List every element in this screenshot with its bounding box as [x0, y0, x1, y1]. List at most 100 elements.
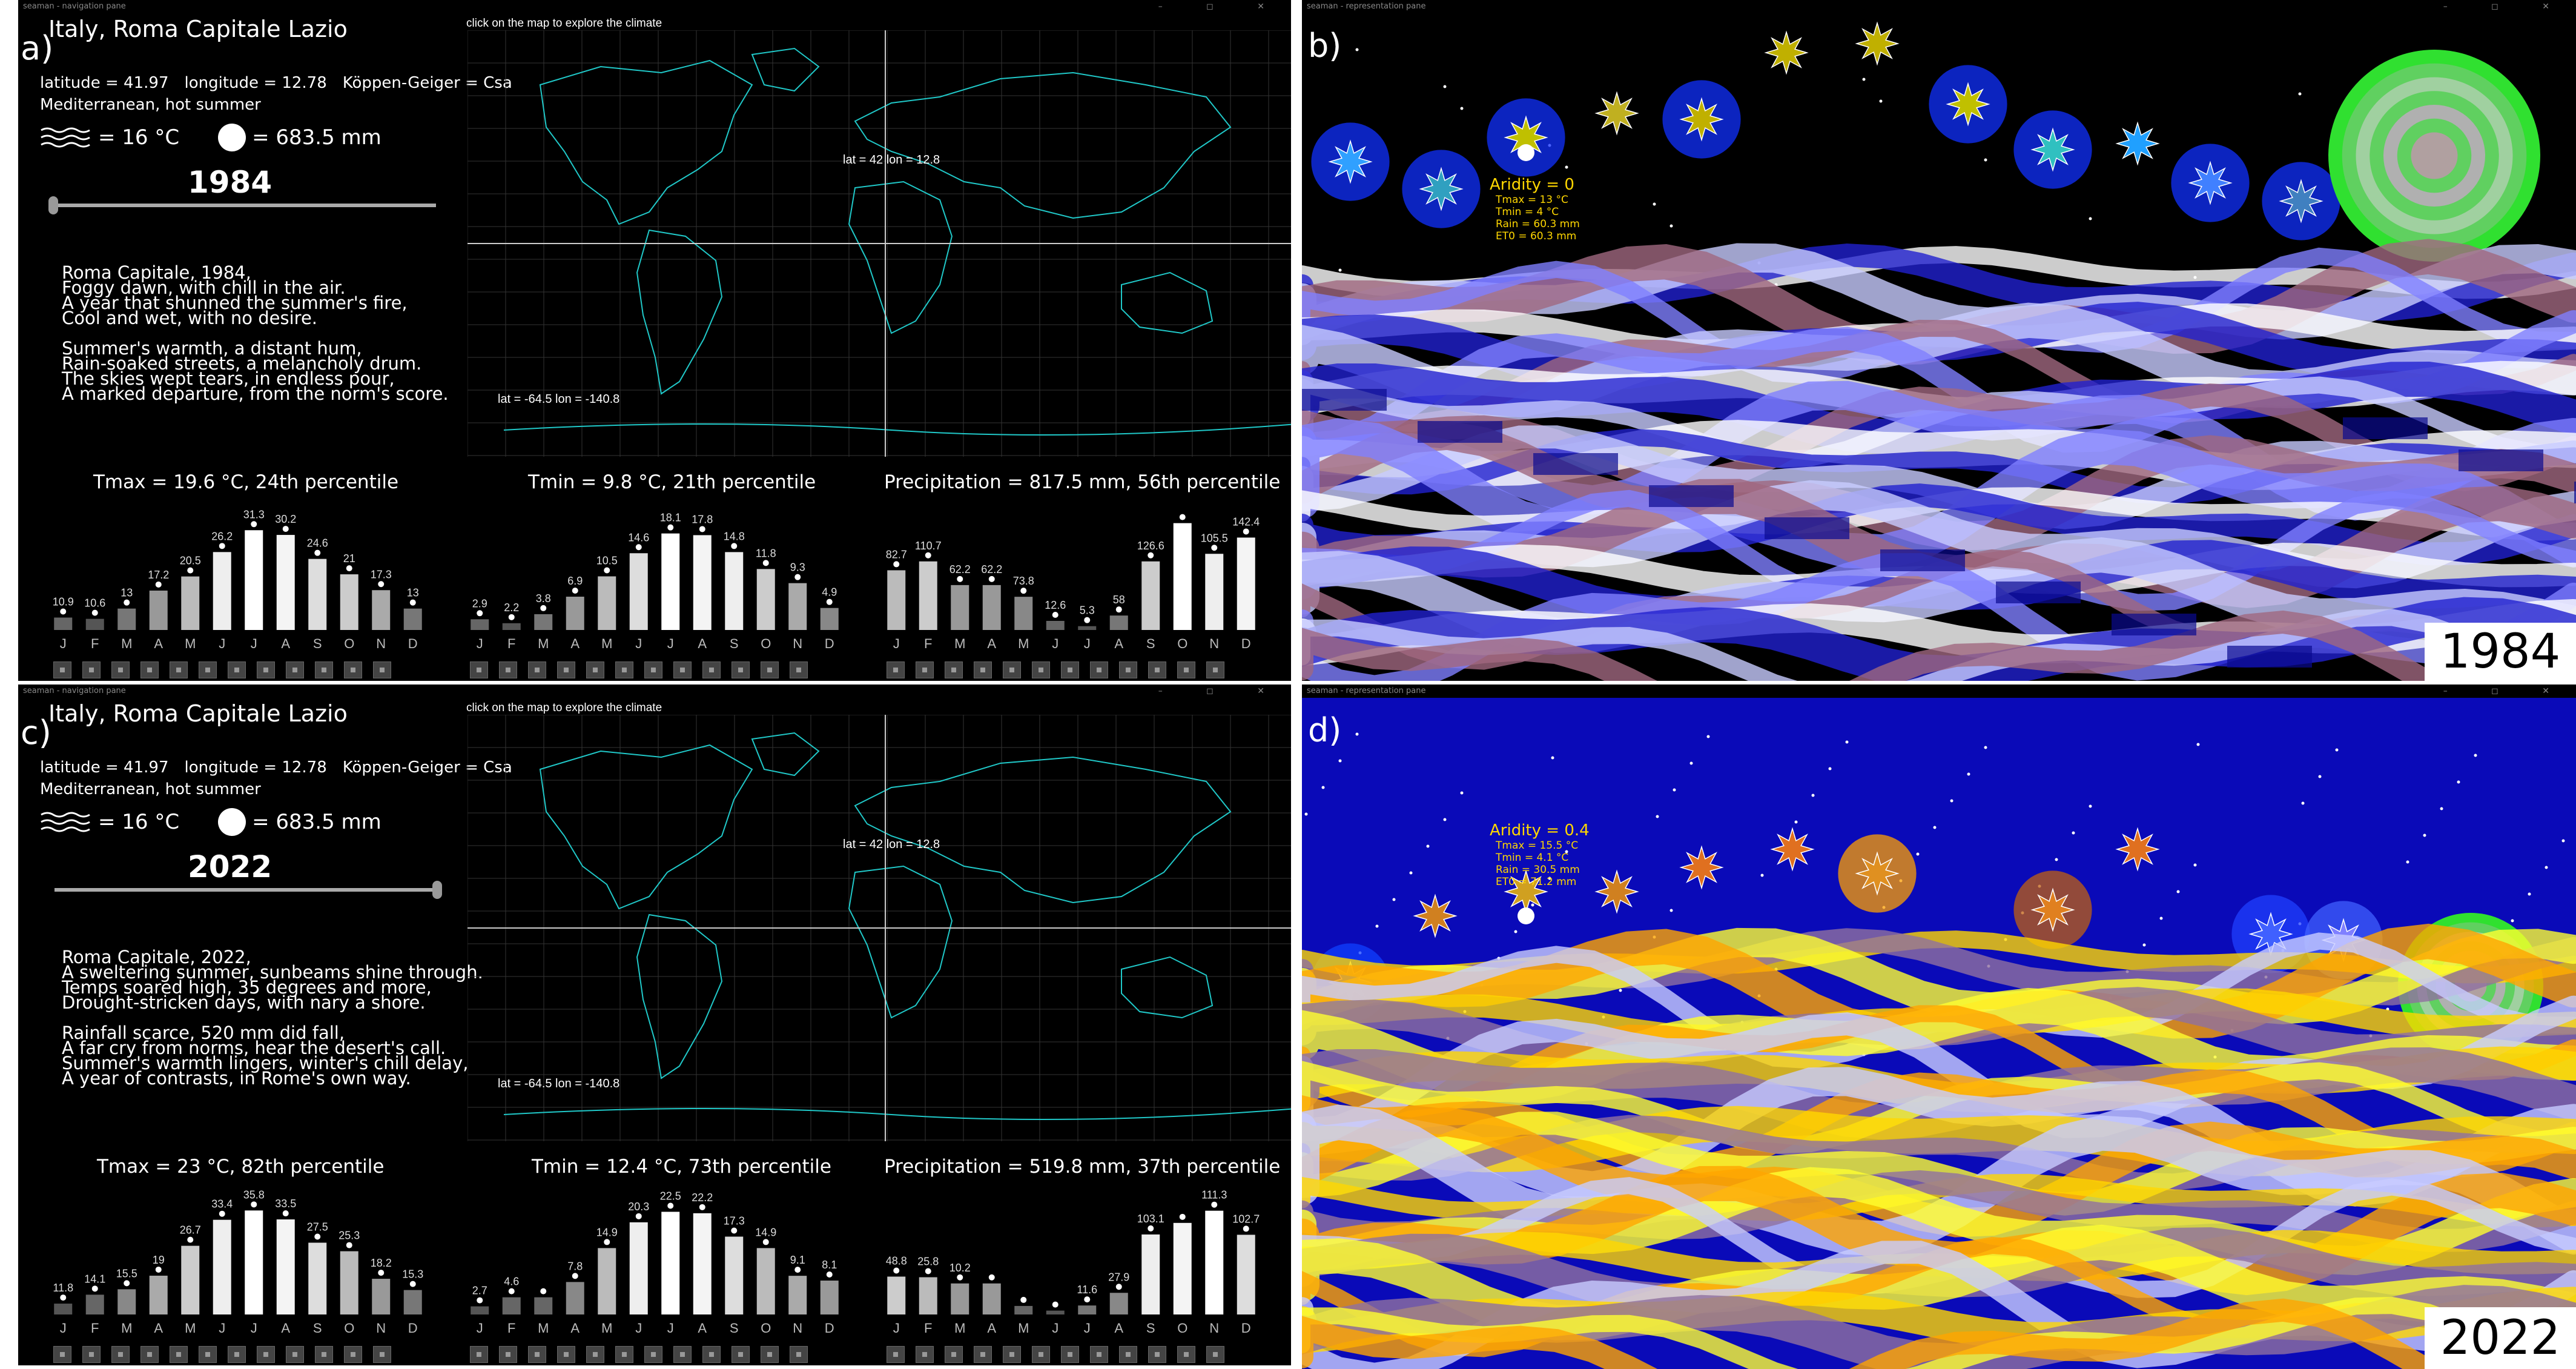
month-button-5[interactable] — [615, 1346, 633, 1363]
window-controls[interactable]: – ◻ ✕ — [1158, 686, 1285, 696]
year-slider[interactable] — [48, 196, 436, 214]
month-button-6[interactable] — [228, 661, 246, 678]
month-button-2[interactable] — [528, 661, 546, 678]
month-buttons-tmin[interactable] — [470, 1346, 819, 1363]
month-button-4[interactable] — [586, 661, 604, 678]
month-button-10[interactable] — [1177, 661, 1195, 678]
year-slider-handle[interactable] — [48, 196, 58, 214]
month-label-6: J — [667, 1321, 674, 1336]
month-button-7[interactable] — [673, 661, 692, 678]
data-label-11: 15.3 — [402, 1268, 423, 1281]
month-button-9[interactable] — [1148, 661, 1166, 678]
month-buttons-tmax[interactable] — [53, 661, 402, 678]
month-button-8[interactable] — [286, 1346, 304, 1363]
month-button-10[interactable] — [1177, 1346, 1195, 1363]
month-button-10[interactable] — [761, 661, 779, 678]
month-button-8[interactable] — [1119, 1346, 1137, 1363]
poem-text: Roma Capitale, 1984, Foggy dawn, with ch… — [62, 262, 449, 404]
month-button-1[interactable] — [916, 661, 934, 678]
month-button-11[interactable] — [373, 661, 391, 678]
month-button-0[interactable] — [53, 1346, 71, 1363]
month-button-5[interactable] — [1032, 661, 1050, 678]
month-button-8[interactable] — [702, 1346, 721, 1363]
month-button-5[interactable] — [615, 661, 633, 678]
month-button-4[interactable] — [586, 1346, 604, 1363]
data-label-1: 2.2 — [504, 602, 519, 614]
month-button-11[interactable] — [373, 1346, 391, 1363]
month-button-9[interactable] — [732, 1346, 750, 1363]
month-button-3[interactable] — [557, 1346, 575, 1363]
water-patch — [2459, 449, 2543, 471]
month-button-6[interactable] — [1061, 661, 1079, 678]
world-map[interactable]: lat = 42 lon = 12.8 lat = -64.5 lon = -14… — [467, 715, 1291, 1141]
month-button-11[interactable] — [790, 1346, 808, 1363]
month-button-4[interactable] — [1003, 1346, 1021, 1363]
month-button-5[interactable] — [199, 661, 217, 678]
month-buttons-tmin[interactable] — [470, 661, 819, 678]
month-button-9[interactable] — [732, 661, 750, 678]
month-button-2[interactable] — [111, 661, 130, 678]
month-button-9[interactable] — [315, 1346, 333, 1363]
month-button-3[interactable] — [557, 661, 575, 678]
month-button-3[interactable] — [140, 1346, 159, 1363]
month-button-8[interactable] — [702, 661, 721, 678]
year-slider[interactable] — [54, 881, 442, 899]
month-button-6[interactable] — [228, 1346, 246, 1363]
month-button-7[interactable] — [257, 1346, 275, 1363]
month-button-3[interactable] — [974, 661, 992, 678]
bar-J-6 — [1078, 626, 1097, 630]
month-button-0[interactable] — [887, 1346, 905, 1363]
navigation-pane-1984: seaman - navigation pane – ◻ ✕ a) Italy, … — [18, 0, 1291, 681]
month-button-3[interactable] — [140, 661, 159, 678]
bar-marker-8 — [731, 1227, 738, 1234]
month-button-2[interactable] — [111, 1346, 130, 1363]
month-buttons-precipitation[interactable] — [887, 1346, 1235, 1363]
month-button-6[interactable] — [1061, 1346, 1079, 1363]
month-button-10[interactable] — [344, 661, 362, 678]
window-controls[interactable]: – ◻ ✕ — [1158, 2, 1285, 12]
month-button-10[interactable] — [344, 1346, 362, 1363]
month-button-7[interactable] — [673, 1346, 692, 1363]
month-button-4[interactable] — [1003, 661, 1021, 678]
month-label-11: D — [1241, 1321, 1251, 1336]
month-button-6[interactable] — [644, 1346, 662, 1363]
month-button-9[interactable] — [1148, 1346, 1166, 1363]
month-buttons-precipitation[interactable] — [887, 661, 1235, 678]
month-button-1[interactable] — [82, 1346, 101, 1363]
month-button-4[interactable] — [170, 1346, 188, 1363]
month-button-7[interactable] — [257, 661, 275, 678]
month-button-2[interactable] — [945, 661, 963, 678]
month-buttons-tmax[interactable] — [53, 1346, 402, 1363]
window-controls[interactable]: – ◻ ✕ — [2443, 2, 2570, 12]
month-button-0[interactable] — [470, 1346, 488, 1363]
month-button-1[interactable] — [82, 661, 101, 678]
month-button-3[interactable] — [974, 1346, 992, 1363]
world-map[interactable]: lat = 42 lon = 12.8 lat = -64.5 lon = -14… — [467, 30, 1291, 457]
month-button-4[interactable] — [170, 661, 188, 678]
small-star — [1355, 48, 1359, 51]
month-button-2[interactable] — [528, 1346, 546, 1363]
month-button-0[interactable] — [53, 661, 71, 678]
month-button-7[interactable] — [1090, 661, 1108, 678]
month-button-0[interactable] — [470, 661, 488, 678]
month-button-9[interactable] — [315, 661, 333, 678]
month-button-6[interactable] — [644, 661, 662, 678]
month-button-7[interactable] — [1090, 1346, 1108, 1363]
small-star — [1656, 815, 1659, 818]
month-button-11[interactable] — [1206, 1346, 1224, 1363]
month-button-5[interactable] — [199, 1346, 217, 1363]
month-button-11[interactable] — [1206, 661, 1224, 678]
month-button-1[interactable] — [916, 1346, 934, 1363]
month-button-11[interactable] — [790, 661, 808, 678]
year-slider-handle[interactable] — [432, 881, 442, 899]
window-controls[interactable]: – ◻ ✕ — [2443, 686, 2570, 696]
small-star — [2511, 919, 2514, 923]
month-button-5[interactable] — [1032, 1346, 1050, 1363]
month-button-1[interactable] — [499, 661, 517, 678]
month-button-0[interactable] — [887, 661, 905, 678]
month-button-8[interactable] — [1119, 661, 1137, 678]
month-button-10[interactable] — [761, 1346, 779, 1363]
month-button-1[interactable] — [499, 1346, 517, 1363]
month-button-2[interactable] — [945, 1346, 963, 1363]
month-button-8[interactable] — [286, 661, 304, 678]
